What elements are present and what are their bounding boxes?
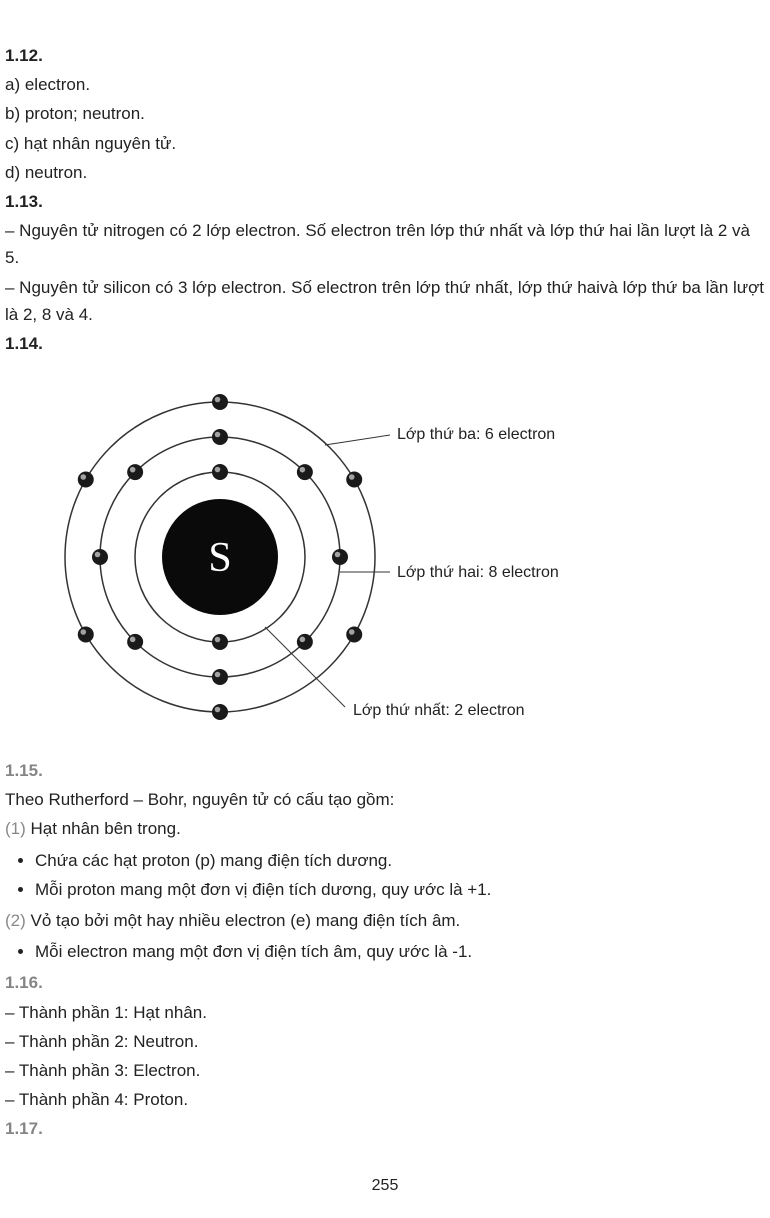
svg-text:Lớp thứ ba: 6 electron: Lớp thứ ba: 6 electron	[397, 426, 555, 443]
q16-p3: – Thành phần 3: Electron.	[5, 1057, 765, 1084]
q15-s2-head: (2) Vỏ tạo bởi một hay nhiều electron (e…	[5, 907, 765, 934]
q16-head: 1.16.	[5, 969, 765, 996]
q15-s1-b1: Chứa các hạt proton (p) mang điện tích d…	[35, 847, 765, 874]
atom-svg: S Lớp thứ ba: 6 electron Lớp thứ hai: 8 el…	[45, 367, 605, 747]
q12-head: 1.12.	[5, 42, 765, 69]
q16-p1: – Thành phần 1: Hạt nhân.	[5, 999, 765, 1026]
q15-s2-bullets: Mỗi electron mang một đơn vị điện tích â…	[35, 938, 765, 965]
q15-s1-head: (1) Hạt nhân bên trong.	[5, 815, 765, 842]
q15-head: 1.15.	[5, 757, 765, 784]
q12-c: c) hạt nhân nguyên tử.	[5, 130, 765, 157]
svg-text:S: S	[208, 535, 231, 581]
q17-head: 1.17.	[5, 1115, 765, 1142]
q15-s1-b2: Mỗi proton mang một đơn vị điện tích dươ…	[35, 876, 765, 903]
q16-p4: – Thành phần 4: Proton.	[5, 1086, 765, 1113]
q12-b: b) proton; neutron.	[5, 100, 765, 127]
page-number: 255	[5, 1173, 765, 1199]
q15-s2-b1: Mỗi electron mang một đơn vị điện tích â…	[35, 938, 765, 965]
q15-s1-head-txt: Hạt nhân bên trong.	[31, 819, 181, 838]
q13-p1: – Nguyên tử nitrogen có 2 lớp electron. …	[5, 217, 765, 271]
q13-head: 1.13.	[5, 188, 765, 215]
q16-p2: – Thành phần 2: Neutron.	[5, 1028, 765, 1055]
q15-intro: Theo Rutherford – Bohr, nguyên tử có cấu…	[5, 786, 765, 813]
svg-text:Lớp thứ hai: 8 electron: Lớp thứ hai: 8 electron	[397, 564, 559, 581]
q14-head: 1.14.	[5, 330, 765, 357]
q12-d: d) neutron.	[5, 159, 765, 186]
atom-diagram: S Lớp thứ ba: 6 electron Lớp thứ hai: 8 el…	[45, 367, 605, 747]
q12-a: a) electron.	[5, 71, 765, 98]
q13-p2: – Nguyên tử silicon có 3 lớp electron. S…	[5, 274, 765, 328]
q15-s2-head-txt: Vỏ tạo bởi một hay nhiều electron (e) ma…	[31, 911, 461, 930]
q15-s1-bullets: Chứa các hạt proton (p) mang điện tích d…	[35, 847, 765, 903]
svg-text:Lớp thứ nhất: 2 electron: Lớp thứ nhất: 2 electron	[353, 702, 525, 719]
